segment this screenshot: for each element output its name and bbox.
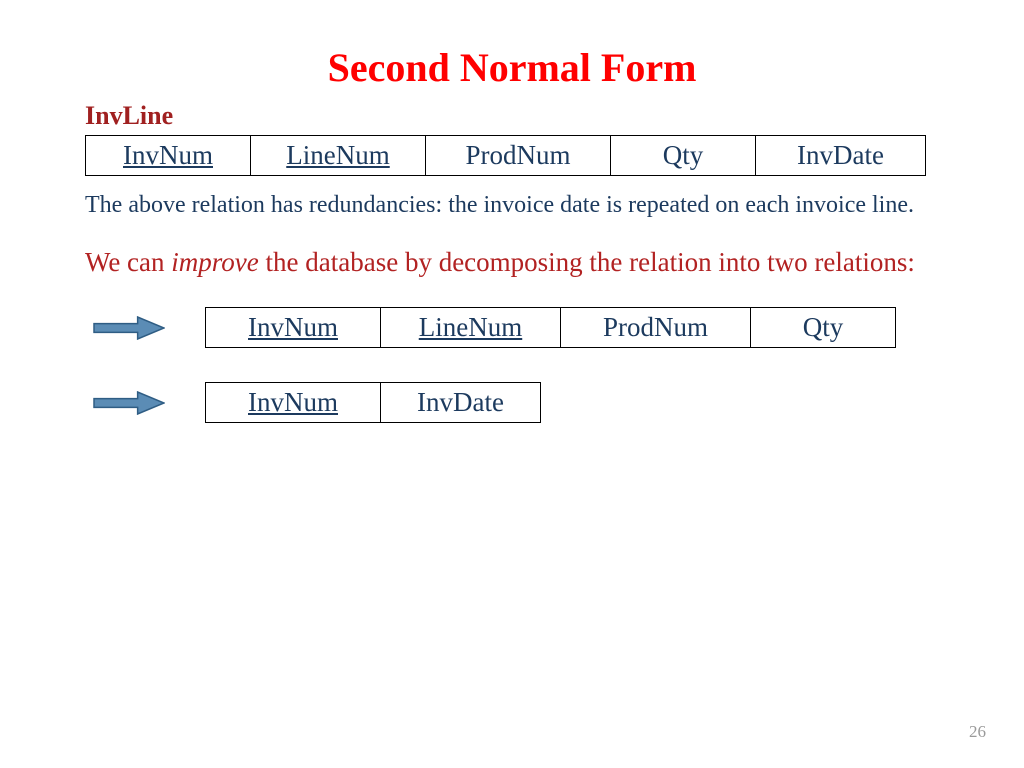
decomposed-relation-1-row: InvNumLineNumProdNumQty bbox=[93, 307, 939, 348]
column-prodnum: ProdNum bbox=[561, 308, 751, 348]
relation-table-decomp-1: InvNumLineNumProdNumQty bbox=[205, 307, 896, 348]
column-qty: Qty bbox=[751, 308, 896, 348]
para-redundancy: The above relation has redundancies: the… bbox=[85, 190, 939, 221]
arrow-icon bbox=[93, 316, 165, 340]
column-invdate: InvDate bbox=[381, 383, 541, 423]
para-improve-prefix: We can bbox=[85, 247, 171, 277]
relation-name: InvLine bbox=[85, 101, 939, 131]
para-improve: We can improve the database by decomposi… bbox=[85, 245, 939, 280]
column-prodnum: ProdNum bbox=[426, 136, 611, 176]
para-improve-italic: improve bbox=[171, 247, 258, 277]
relation-table-decomp-2: InvNumInvDate bbox=[205, 382, 541, 423]
slide-title: Second Normal Form bbox=[85, 44, 939, 91]
arrow-icon bbox=[93, 391, 165, 415]
column-invdate: InvDate bbox=[756, 136, 926, 176]
page-number: 26 bbox=[969, 722, 986, 742]
para-improve-suffix: the database by decomposing the relation… bbox=[259, 247, 915, 277]
decomposed-relation-2-row: InvNumInvDate bbox=[93, 382, 939, 423]
column-invnum: InvNum bbox=[206, 308, 381, 348]
column-qty: Qty bbox=[611, 136, 756, 176]
relation-table-invline: InvNumLineNumProdNumQtyInvDate bbox=[85, 135, 926, 176]
column-linenum: LineNum bbox=[381, 308, 561, 348]
column-invnum: InvNum bbox=[86, 136, 251, 176]
slide-content: Second Normal Form InvLine InvNumLineNum… bbox=[0, 0, 1024, 423]
column-linenum: LineNum bbox=[251, 136, 426, 176]
column-invnum: InvNum bbox=[206, 383, 381, 423]
